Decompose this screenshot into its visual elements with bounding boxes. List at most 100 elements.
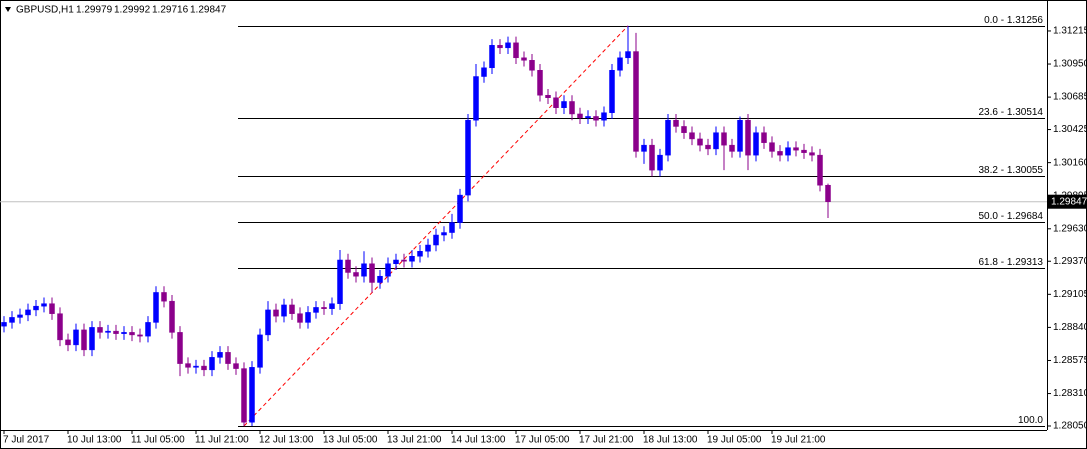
candle-body — [89, 327, 95, 351]
candle-body — [153, 292, 159, 323]
candle-body — [273, 309, 279, 317]
x-tick-label: 19 Jul 05:00 — [707, 435, 762, 446]
candle-body — [505, 42, 511, 49]
candle-body — [433, 234, 439, 246]
candle-body — [697, 138, 703, 146]
candle-body — [585, 116, 591, 118]
candle-body — [657, 154, 663, 171]
candle-body — [801, 149, 807, 153]
candle-body — [129, 332, 135, 336]
candle-body — [609, 70, 615, 113]
candle-body — [497, 45, 503, 49]
candle-body — [673, 119, 679, 127]
y-tick-label: 1.31215 — [1053, 26, 1087, 37]
y-tick-label: 1.28050 — [1053, 421, 1087, 432]
candle-body — [465, 119, 471, 196]
candle-body — [545, 94, 551, 98]
candle-body — [521, 57, 527, 61]
candle-body — [569, 101, 575, 115]
candle-body — [65, 339, 71, 346]
candle-body — [737, 119, 743, 152]
fibo-label: 0.0 - 1.31256 — [984, 15, 1043, 26]
candle-body — [193, 365, 199, 368]
candle-body — [297, 313, 303, 323]
candle-body — [649, 144, 655, 171]
candle-body — [617, 57, 623, 71]
candle-body — [817, 154, 823, 186]
y-tick-label: 1.29370 — [1053, 256, 1087, 267]
candle-body — [729, 144, 735, 152]
menu-arrow[interactable] — [5, 7, 11, 12]
candle-body — [633, 51, 639, 152]
current-price-label: 1.29847 — [1051, 196, 1087, 207]
candle-body — [457, 194, 463, 223]
candle-body — [481, 67, 487, 77]
candle-body — [825, 184, 831, 202]
candle-body — [417, 251, 423, 257]
candle-body — [257, 334, 263, 368]
candle-body — [241, 368, 247, 423]
candle-body — [593, 116, 599, 121]
candle-body — [625, 51, 631, 59]
x-tick-label: 7 Jul 2017 — [3, 435, 50, 446]
candle-body — [577, 113, 583, 118]
candle-body — [441, 232, 447, 236]
candle-body — [1, 322, 7, 327]
y-tick-label: 1.29105 — [1053, 289, 1087, 300]
y-tick-label: 1.30950 — [1053, 59, 1087, 70]
candle-body — [401, 259, 407, 262]
y-tick-label: 1.29630 — [1053, 223, 1087, 234]
candle-body — [537, 70, 543, 96]
candle-body — [353, 272, 359, 277]
candle-body — [121, 332, 127, 334]
candle-body — [49, 303, 55, 314]
x-tick-label: 19 Jul 21:00 — [771, 435, 826, 446]
candle-body — [209, 357, 215, 371]
candle-body — [81, 329, 87, 351]
candle-body — [185, 363, 191, 368]
candle-body — [313, 307, 319, 313]
candle-body — [105, 330, 111, 333]
x-tick-label: 17 Jul 05:00 — [515, 435, 570, 446]
candle-body — [409, 256, 415, 262]
candle-body — [793, 147, 799, 151]
fibo-label: 23.6 - 1.30514 — [979, 107, 1044, 118]
x-tick-label: 11 Jul 05:00 — [131, 435, 185, 446]
candle-body — [561, 101, 567, 108]
x-tick-label: 18 Jul 13:00 — [643, 435, 698, 446]
y-tick-label: 1.30685 — [1053, 92, 1087, 103]
candle-body — [377, 275, 383, 283]
candle-body — [113, 330, 119, 334]
fibo-trendline — [243, 25, 629, 427]
candle-body — [265, 309, 271, 336]
candle-body — [361, 263, 367, 277]
symbol: GBPUSD,H1 — [16, 5, 74, 16]
x-tick-label: 13 Jul 05:00 — [323, 435, 378, 446]
candle-body — [73, 329, 79, 346]
candle-body — [369, 263, 375, 283]
candle-body — [233, 363, 239, 369]
candle-body — [321, 307, 327, 309]
candle-body — [601, 112, 607, 121]
candle-body — [33, 305, 39, 311]
candle-body — [721, 132, 727, 146]
y-tick-label: 1.28840 — [1053, 322, 1087, 333]
candle-body — [705, 144, 711, 150]
candle-body — [489, 45, 495, 69]
ohlc-close: 1.29847 — [190, 5, 227, 16]
ohlc-open: 1.29979 — [76, 5, 113, 16]
y-tick-label: 1.30160 — [1053, 157, 1087, 168]
candle-body — [25, 309, 31, 316]
fibo-label: 100.0 — [1018, 415, 1043, 426]
candle-body — [145, 322, 151, 337]
candle-body — [281, 304, 287, 317]
candle-body — [425, 244, 431, 252]
x-tick-label: 12 Jul 13:00 — [259, 435, 314, 446]
candle-body — [329, 303, 335, 309]
fibo-label: 61.8 - 1.29313 — [979, 257, 1044, 268]
y-tick-label: 1.28310 — [1053, 388, 1087, 399]
y-tick-label: 1.28575 — [1053, 355, 1087, 366]
